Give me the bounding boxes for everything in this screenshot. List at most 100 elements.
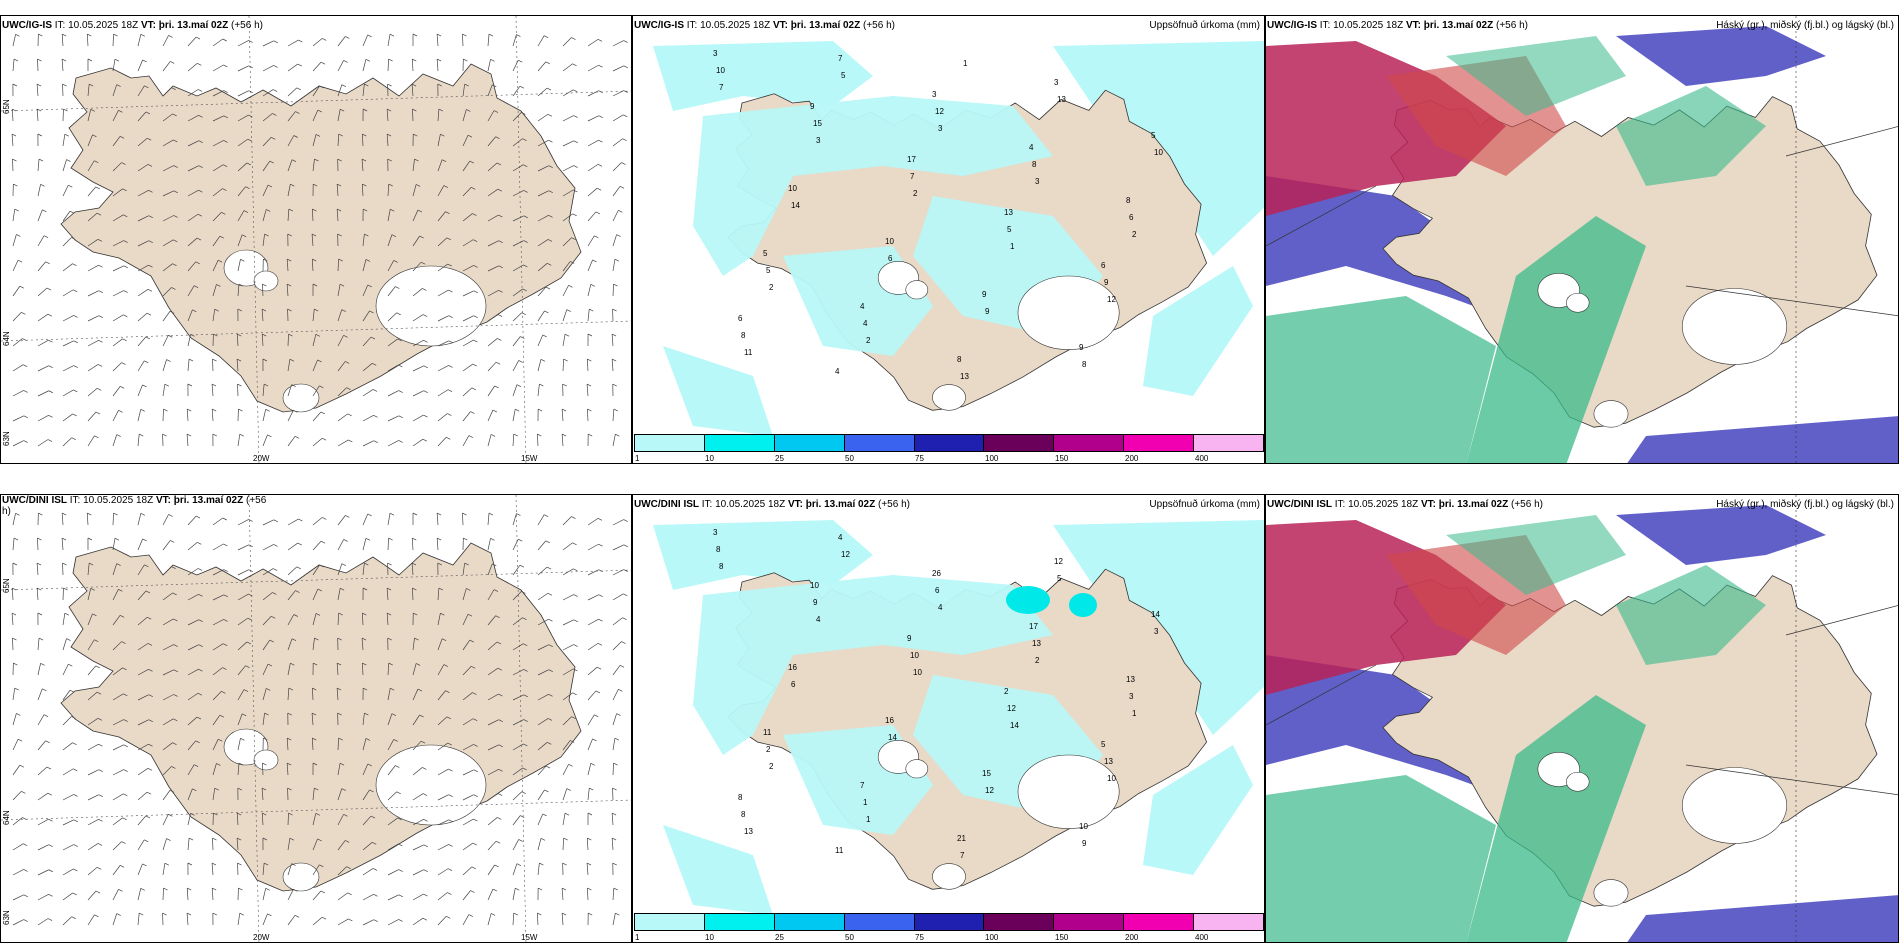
wind-barb	[337, 613, 340, 626]
wind-barb	[437, 742, 448, 751]
precip-value: 2	[1132, 230, 1137, 239]
wind-barb	[162, 814, 169, 826]
wind-barb-feather	[123, 265, 128, 269]
precip-value: 15	[813, 119, 822, 128]
wind-barb	[387, 364, 399, 372]
wind-barb	[187, 189, 199, 197]
wind-barb-feather	[145, 336, 150, 340]
wind-barb	[262, 137, 272, 147]
wind-barb	[437, 819, 449, 826]
wind-barb-feather	[466, 109, 471, 112]
glacier	[1017, 275, 1120, 350]
wind-barb	[562, 788, 568, 801]
wind-barb-feather	[362, 183, 367, 187]
wind-barb	[286, 738, 289, 751]
wind-barb	[337, 413, 348, 422]
wind-barb	[12, 59, 15, 72]
wind-barb	[62, 819, 74, 826]
wind-barb-feather	[573, 619, 578, 623]
wind-barb-feather	[269, 639, 274, 643]
wind-barb	[512, 215, 524, 222]
lat-label: 65N	[2, 578, 11, 593]
wind-barb	[262, 713, 265, 726]
wind-barb	[387, 894, 399, 901]
wind-barb	[312, 309, 315, 322]
wind-barb-feather	[370, 815, 376, 819]
wind-barb	[187, 165, 199, 172]
precip-value: 16	[885, 716, 894, 725]
wind-barb	[87, 743, 99, 751]
wind-barb-feather	[436, 33, 442, 37]
wind-barb-feather	[573, 568, 578, 572]
cloud-low	[1627, 895, 1898, 942]
wind-barb	[36, 84, 39, 97]
wind-barb	[437, 159, 443, 172]
wind-barb	[112, 59, 116, 72]
wind-barb	[137, 240, 149, 247]
wind-barb	[387, 234, 393, 247]
wind-barb-feather	[422, 793, 428, 796]
colorbar-label: 150	[1055, 933, 1069, 942]
wind-barb	[462, 265, 474, 272]
wind-barb-feather	[237, 333, 242, 337]
wind-barb-feather	[471, 665, 476, 669]
wind-barb	[387, 312, 397, 322]
wind-barb-feather	[348, 439, 353, 443]
wind-barb-feather	[73, 794, 78, 797]
wind-barb	[12, 285, 21, 297]
wind-barb-feather	[293, 135, 298, 138]
wind-barb	[12, 869, 24, 876]
wind-barb-feather	[622, 138, 627, 142]
glacier	[1017, 754, 1120, 829]
wind-barb	[262, 519, 274, 526]
wind-barb	[437, 794, 449, 801]
wind-barb	[112, 265, 124, 272]
wind-barb-feather	[437, 58, 442, 62]
wind-barb-feather	[495, 136, 500, 140]
wind-barb	[587, 594, 599, 601]
wind-barb-feather	[45, 261, 50, 265]
wind-barb-feather	[196, 237, 202, 241]
wind-barb	[12, 843, 24, 851]
wind-barb-feather	[623, 65, 628, 69]
wind-barb	[337, 361, 346, 372]
wind-barb-feather	[219, 235, 225, 239]
wind-barb	[462, 84, 466, 97]
wind-barb-feather	[362, 662, 367, 666]
wind-barb-feather	[62, 83, 67, 87]
wind-barb	[12, 713, 17, 726]
wind-barb-feather	[362, 612, 367, 616]
wind-barb-feather	[265, 887, 270, 891]
wind-barb-feather	[338, 737, 343, 741]
wind-barb	[187, 764, 195, 776]
wind-barb	[487, 214, 499, 222]
precip-area	[653, 520, 873, 590]
wind-barb-feather	[523, 215, 528, 219]
wind-barb	[187, 36, 197, 47]
wind-barb	[87, 411, 97, 422]
wind-barb	[487, 136, 496, 147]
wind-barb	[312, 890, 322, 901]
precip-value: 3	[713, 49, 718, 58]
wind-barb-feather	[611, 358, 617, 362]
wind-barb-feather	[321, 916, 327, 920]
wind-barb	[487, 513, 490, 526]
wind-barb	[137, 85, 145, 97]
wind-barb	[312, 916, 323, 926]
wind-barb	[262, 234, 265, 247]
wind-barb	[137, 111, 147, 122]
colorbar-swatch	[635, 914, 705, 930]
wind-barb	[512, 86, 521, 97]
wind-barb-feather	[172, 742, 177, 746]
wind-barb-feather	[588, 433, 593, 437]
wind-barb-feather	[597, 164, 603, 167]
wind-barb	[437, 389, 449, 397]
wind-barb	[287, 518, 299, 526]
wind-barb	[37, 415, 49, 422]
wind-barb-feather	[173, 239, 178, 243]
wind-barb-feather	[473, 718, 478, 721]
wind-barb-feather	[398, 364, 403, 368]
wind-barb-feather	[42, 688, 47, 692]
wind-barb	[587, 714, 595, 726]
wind-barb	[412, 184, 417, 197]
